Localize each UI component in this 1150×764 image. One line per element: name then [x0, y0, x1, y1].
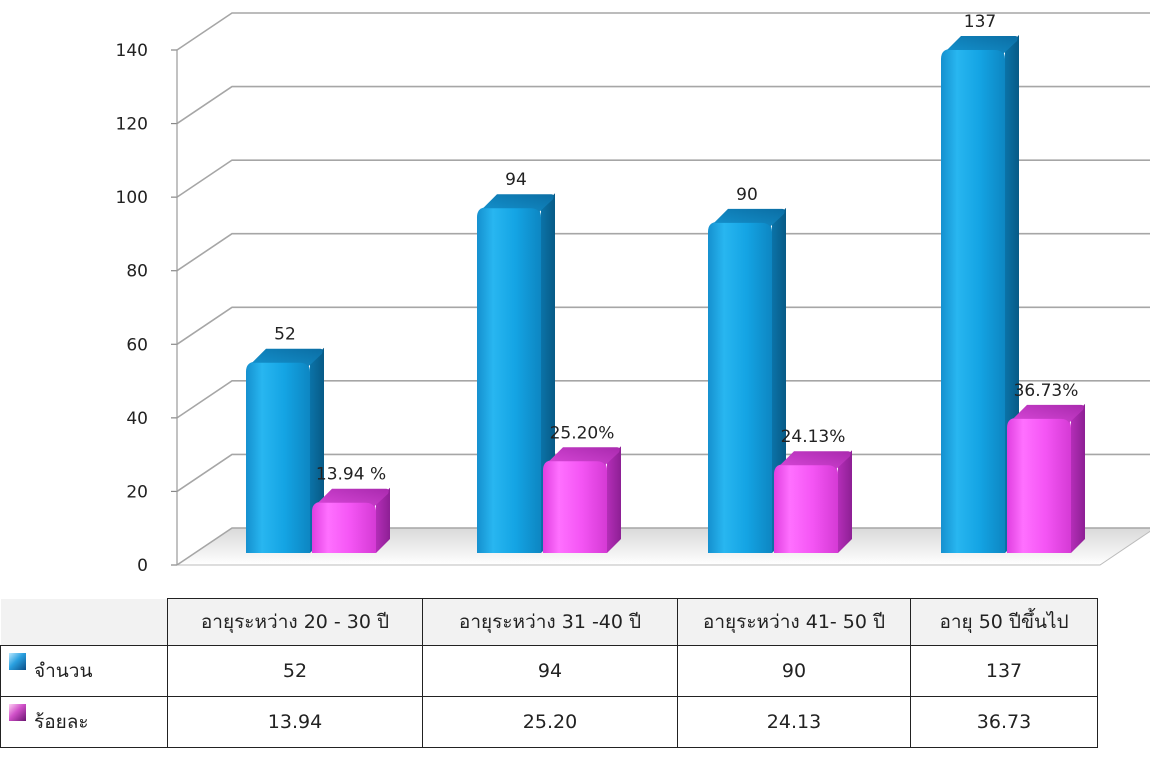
table-row: จำนวน 52 94 90 137: [0, 645, 1098, 697]
bar-front: [774, 464, 838, 553]
y-tick-label: 20: [126, 482, 148, 502]
table-cell: 94: [422, 645, 678, 697]
gridline: [176, 12, 1150, 51]
bar-front: [543, 460, 607, 553]
table-cell: 24.13: [677, 696, 911, 748]
bar-count: [941, 35, 1019, 554]
table-cell: 90: [677, 645, 911, 697]
legend-swatch-pink-icon: [9, 704, 26, 721]
bar-side: [607, 446, 621, 553]
gridline: [176, 306, 1150, 345]
data-label-percent: 36.73%: [1014, 381, 1079, 401]
gridline: [176, 232, 1150, 272]
bar-front: [312, 501, 376, 553]
bar-top: [1013, 404, 1084, 423]
gridline: [176, 159, 1150, 198]
data-label-count: 52: [274, 325, 296, 345]
bar-front: [246, 361, 310, 553]
data-table: อายุระหว่าง 20 - 30 ปี อายุระหว่าง 31 -4…: [0, 598, 1098, 748]
table-header-row: อายุระหว่าง 20 - 30 ปี อายุระหว่าง 31 -4…: [0, 598, 1098, 646]
table-header: อายุ 50 ปีขึ้นไป: [910, 598, 1098, 646]
data-label-count: 137: [964, 12, 996, 32]
data-table-grid: อายุระหว่าง 20 - 30 ปี อายุระหว่าง 31 -4…: [0, 598, 1098, 748]
bar-side: [838, 450, 852, 553]
bar-front: [708, 221, 772, 553]
data-label-percent: 13.94 %: [316, 465, 386, 485]
y-tick-label: 60: [126, 335, 148, 355]
row-label: ร้อยละ: [34, 711, 89, 733]
gridline: [176, 380, 1150, 419]
legend-entry-percent: ร้อยละ: [0, 696, 168, 748]
table-corner: [0, 598, 168, 646]
table-row: ร้อยละ 13.94 25.20 24.13 36.73: [0, 696, 1098, 748]
bar-count: [477, 193, 555, 553]
bar-count: [246, 347, 324, 553]
data-label-percent: 24.13%: [781, 427, 846, 447]
bar-top: [252, 348, 323, 367]
bar-front: [1007, 417, 1071, 553]
data-label-percent: 25.20%: [550, 423, 615, 443]
y-tick-label: 80: [126, 262, 148, 282]
bar-percent: [1007, 403, 1085, 553]
y-tick-label: 140: [116, 41, 148, 61]
bar-chart: 0 20 40 60 80 100 120 140 52 94 90 137 13.94 % 25.20…: [116, 12, 1150, 576]
y-tick-label: 0: [137, 556, 148, 576]
table-cell: 36.73: [910, 696, 1098, 748]
bar-front: [941, 49, 1005, 554]
y-tick-label: 120: [116, 115, 148, 135]
bar-top: [947, 36, 1018, 55]
legend-swatch-blue-icon: [9, 653, 26, 670]
data-label-count: 90: [736, 185, 758, 205]
y-tick-label: 40: [126, 409, 148, 429]
table-header: อายุระหว่าง 41- 50 ปี: [677, 598, 911, 646]
gridline: [176, 85, 1150, 125]
table-header: อายุระหว่าง 31 -40 ปี: [422, 598, 678, 646]
bar-percent: [774, 450, 852, 553]
data-label-count: 94: [505, 170, 527, 190]
y-tick-label: 100: [116, 188, 148, 208]
bar-percent: [543, 446, 621, 553]
bar-top: [549, 447, 620, 466]
bar-top: [780, 451, 851, 470]
bar-side: [1071, 403, 1085, 553]
table-cell: 52: [167, 645, 423, 697]
bar-top: [714, 208, 785, 227]
row-label: จำนวน: [34, 660, 93, 682]
table-cell: 137: [910, 645, 1098, 697]
bar-front: [477, 207, 541, 553]
legend-entry-count: จำนวน: [0, 645, 168, 697]
table-cell: 25.20: [422, 696, 678, 748]
bar-side: [376, 487, 390, 553]
bar-percent: [312, 487, 390, 553]
bar-top: [318, 488, 389, 507]
table-header: อายุระหว่าง 20 - 30 ปี: [167, 598, 423, 646]
table-cell: 13.94: [167, 696, 423, 748]
bar-top: [483, 194, 554, 213]
